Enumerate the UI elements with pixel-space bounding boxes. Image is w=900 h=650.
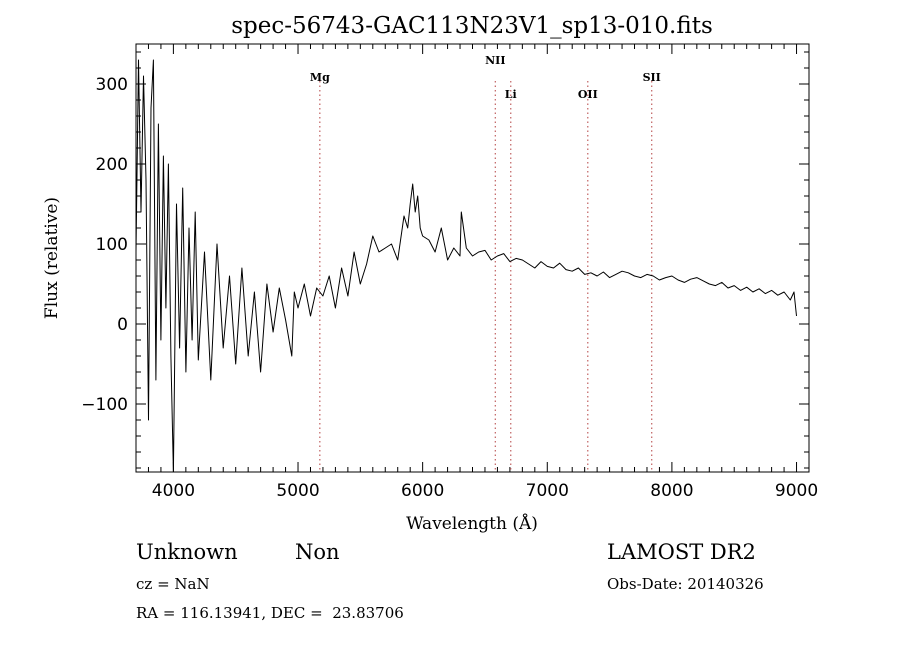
subclass-label: Non [295, 540, 340, 564]
cz-value: cz = NaN [136, 575, 210, 593]
plot-frame [135, 43, 810, 473]
x-axis-label: Wavelength (Å) [406, 513, 538, 534]
x-tick-label: 8000 [650, 481, 693, 501]
x-tick-label: 7000 [526, 481, 569, 501]
y-tick-label: −100 [81, 395, 128, 415]
axis-ticks: 4000 5000 6000 7000 8000 9000 −100 0 100 200 300 [81, 44, 818, 501]
y-axis-label: Flux (relative) [42, 197, 62, 319]
emission-line-label: Li [505, 88, 517, 101]
x-tick-label: 6000 [401, 481, 444, 501]
emission-line-label: SII [643, 71, 661, 84]
emission-line-label: NII [485, 54, 505, 67]
y-tick-label: 300 [96, 75, 128, 95]
spectrum-group [135, 59, 797, 473]
ra-dec-coordinates: RA = 116.13941, DEC = 23.83706 [136, 604, 404, 622]
observation-date: Obs-Date: 20140326 [607, 575, 764, 593]
x-tick-label: 4000 [152, 481, 195, 501]
spectrum-line [135, 59, 797, 473]
survey-label: LAMOST DR2 [607, 540, 756, 564]
class-label: Unknown [136, 540, 238, 564]
y-tick-label: 100 [96, 235, 128, 255]
x-tick-label: 5000 [276, 481, 319, 501]
x-tick-label: 9000 [775, 481, 818, 501]
chart-title: spec-56743-GAC113N23V1_sp13-010.fits [231, 13, 713, 39]
emission-line-label: Mg [310, 71, 330, 84]
emission-line-markers: Mg NII Li OII SII [310, 54, 661, 472]
y-tick-label: 200 [96, 155, 128, 175]
y-tick-label: 0 [117, 315, 128, 335]
emission-line-label: OII [578, 88, 598, 101]
